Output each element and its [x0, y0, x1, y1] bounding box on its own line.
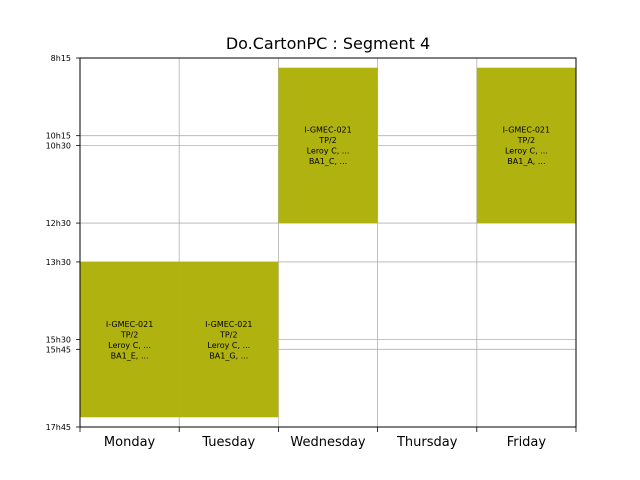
event-label-line: BA1_A, ... [507, 157, 545, 166]
x-tick-label: Friday [507, 435, 547, 450]
chart-title: Do.CartonPC : Segment 4 [226, 34, 430, 53]
event-label-line: Leroy C, ... [505, 147, 548, 156]
event-label-line: TP/2 [517, 136, 536, 145]
y-tick-label: 15h30 [46, 336, 71, 345]
event-bar [278, 67, 378, 224]
event-label-line: TP/2 [120, 330, 139, 339]
event-label-line: I-GMEC-021 [304, 126, 351, 135]
event-label-line: BA1_E, ... [111, 351, 149, 360]
y-tick-label: 12h30 [46, 219, 71, 228]
x-tick-label: Wednesday [290, 435, 366, 450]
event-label-line: BA1_G, ... [209, 351, 248, 360]
event-label-line: Leroy C, ... [307, 147, 350, 156]
y-tick-label: 13h30 [46, 258, 71, 267]
x-axis: Monday Tuesday Wednesday Thursday Friday [79, 427, 577, 450]
event-bar [80, 261, 180, 418]
event-label-line: I-GMEC-021 [503, 126, 550, 135]
event-bar [476, 67, 576, 224]
y-tick-label: 15h45 [46, 345, 71, 354]
event-label-line: BA1_C, ... [309, 157, 347, 166]
event-label-line: TP/2 [219, 330, 238, 339]
event-label-line: Leroy C, ... [207, 341, 250, 350]
event-label-line: TP/2 [318, 136, 337, 145]
x-tick-label: Tuesday [201, 435, 255, 450]
event-label-line: Leroy C, ... [108, 341, 151, 350]
plot-frame [79, 57, 577, 428]
y-tick-label: 17h45 [46, 423, 71, 432]
x-tick-label: Monday [104, 435, 156, 450]
event-bar [179, 261, 279, 418]
y-tick-label: 10h15 [46, 132, 71, 141]
event-label-line: I-GMEC-021 [205, 320, 252, 329]
y-tick-label: 10h30 [46, 141, 71, 150]
x-tick-label: Thursday [396, 435, 458, 450]
y-tick-label: 8h15 [51, 54, 71, 63]
event-label-line: I-GMEC-021 [106, 320, 153, 329]
